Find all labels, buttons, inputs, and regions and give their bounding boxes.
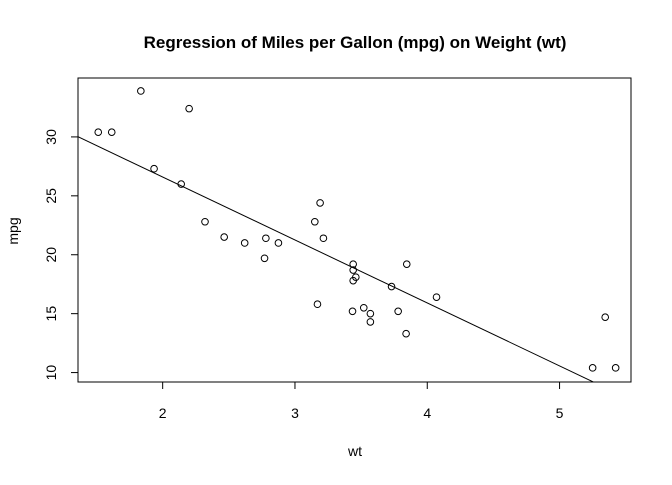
y-tick-label: 20 — [43, 247, 59, 263]
y-tick-label: 30 — [43, 129, 59, 145]
data-point — [359, 303, 368, 312]
data-point — [402, 260, 411, 268]
data-point — [137, 87, 145, 95]
data-point — [366, 318, 375, 326]
x-tick-label: 2 — [159, 405, 167, 421]
data-point — [260, 254, 269, 263]
data-point — [349, 266, 357, 274]
axes: 2 3 4 5 10 15 20 25 30 — [43, 129, 564, 421]
data-point — [601, 313, 610, 321]
data-point — [588, 364, 597, 372]
data-point — [366, 309, 375, 318]
data-point — [177, 180, 185, 188]
data-point — [240, 239, 249, 247]
regression-line — [78, 136, 595, 382]
data-point — [311, 217, 319, 226]
data-point — [394, 307, 402, 316]
data-point — [432, 293, 441, 301]
data-point — [274, 239, 283, 247]
y-tick-label: 10 — [43, 365, 59, 381]
plot-frame — [77, 77, 632, 383]
y-tick-label: 15 — [43, 306, 59, 322]
data-point — [316, 199, 324, 207]
chart-title: Regression of Miles per Gallon (mpg) on … — [144, 33, 567, 52]
y-axis-label: mpg — [5, 217, 21, 244]
y-tick-label: 25 — [43, 188, 59, 204]
data-point — [185, 104, 193, 113]
data-point — [201, 217, 209, 226]
data-point — [348, 307, 357, 316]
data-point — [313, 300, 322, 309]
x-axis-label: wt — [347, 443, 362, 459]
data-point — [349, 276, 357, 285]
x-tick-label: 4 — [423, 405, 431, 421]
data-point — [94, 128, 103, 137]
data-point — [150, 164, 158, 173]
data-point — [262, 234, 270, 243]
regression-line-layer — [78, 136, 595, 382]
data-point — [319, 234, 328, 243]
data-point — [611, 364, 620, 372]
data-point — [107, 128, 116, 137]
data-point — [387, 282, 396, 291]
x-tick-label: 5 — [556, 405, 564, 421]
data-point — [220, 233, 228, 241]
data-point — [349, 260, 357, 268]
x-tick-label: 3 — [291, 405, 299, 421]
data-point — [402, 329, 410, 338]
data-points — [94, 87, 620, 372]
